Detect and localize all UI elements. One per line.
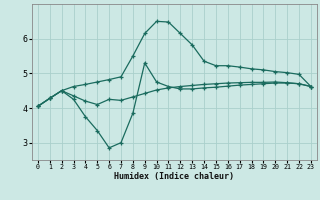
X-axis label: Humidex (Indice chaleur): Humidex (Indice chaleur) (115, 172, 234, 181)
